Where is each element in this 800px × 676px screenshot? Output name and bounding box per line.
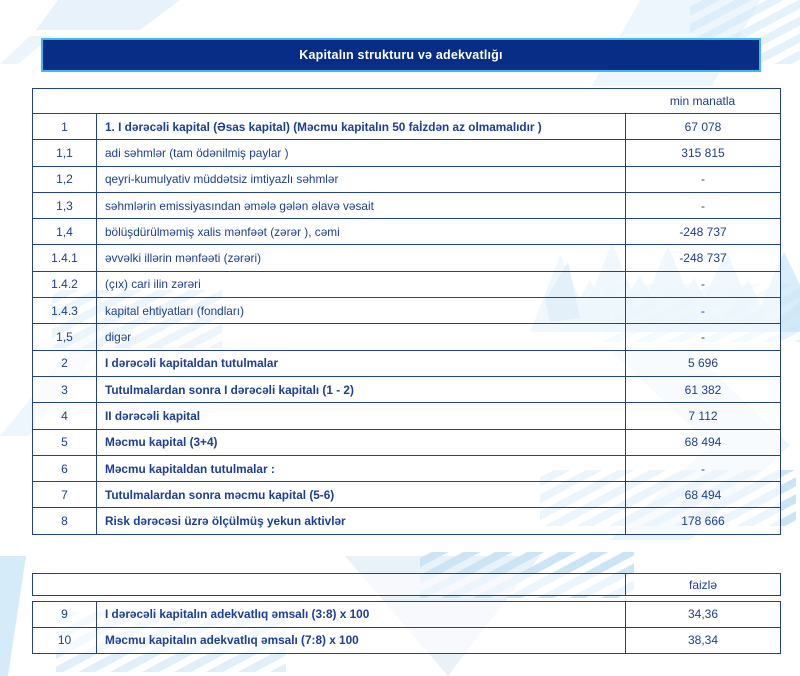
table-row: 1.4.1 əvvəlki illərin mənfəəti (zərəri) … [33, 244, 780, 271]
row-value-cell: 34,36 [625, 602, 780, 627]
row-value-cell: - [625, 455, 780, 482]
row-number-cell: 1 [33, 114, 97, 140]
row-number-cell: 2 [33, 350, 97, 376]
row-value-cell: -248 737 [625, 219, 780, 245]
table-row: 1 1. I dərəcəli kapital (Əsas kapital) (… [33, 113, 780, 140]
row-number-cell: 1,2 [33, 166, 97, 192]
row-label-cell: digər [105, 330, 132, 345]
row-number-cell: 1,4 [33, 219, 97, 245]
title-banner: Kapitalın strukturu və adekvatlığı [41, 38, 761, 72]
row-number-cell: 1,5 [33, 324, 97, 350]
row-value-cell: 68 494 [625, 482, 780, 508]
row-number-cell: 5 [33, 429, 97, 455]
row-number-cell: 1,1 [33, 140, 97, 166]
row-number-cell: 10 [33, 627, 97, 653]
row-label-cell: Tutulmalardan sonra I dərəcəli kapitalı … [105, 382, 354, 397]
row-value-cell: -248 737 [625, 245, 780, 271]
row-value-cell: 7 112 [625, 403, 780, 429]
row-label-cell: qeyri-kumulyativ müddətsiz imtiyazlı səh… [105, 172, 339, 187]
table-row: 8 Risk dərəcəsi üzrə ölçülmüş yekun akti… [33, 507, 780, 534]
row-label-cell: I dərəcəli kapitalın adekvatlıq əmsalı (… [105, 607, 370, 622]
row-number-cell: 1.4.1 [33, 245, 97, 271]
table-row: 2 I dərəcəli kapitaldan tutulmalar 5 696 [33, 349, 780, 376]
table-row: 9 I dərəcəli kapitalın adekvatlıq əmsalı… [33, 602, 780, 627]
row-label-cell: Məcmu kapitaldan tutulmalar : [105, 461, 275, 476]
capital-table-main: min manatla 1 1. I dərəcəli kapital (Əsa… [32, 88, 781, 535]
table-row: 1.4.3 kapital ehtiyatları (fondları) - [33, 297, 780, 324]
row-value-cell: - [625, 298, 780, 324]
rows-percent: 9 I dərəcəli kapitalın adekvatlıq əmsalı… [33, 602, 780, 653]
row-label-cell: I dərəcəli kapitaldan tutulmalar [105, 356, 279, 371]
row-value-cell: 67 078 [625, 114, 780, 140]
row-number-cell: 1.4.2 [33, 271, 97, 298]
unit-label-money: min manatla [669, 94, 736, 108]
row-number-cell: 4 [33, 403, 97, 429]
table-row: 6 Məcmu kapitaldan tutulmalar : - [33, 454, 780, 482]
row-value-cell: - [625, 324, 780, 350]
table-row: 1,3 səhmlərin emissiyasından əmələ gələn… [33, 191, 780, 219]
rows-main: 1 1. I dərəcəli kapital (Əsas kapital) (… [33, 113, 780, 534]
table-row: 1,5 digər - [33, 323, 780, 350]
table-row: 10 Məcmu kapitalın adekvatlıq əmsalı (7:… [33, 626, 780, 653]
table-row: 3 Tutulmalardan sonra I dərəcəli kapital… [33, 375, 780, 403]
unit-row-money: min manatla [33, 89, 780, 113]
row-number-cell: 8 [33, 508, 97, 534]
row-label-cell: II dərəcəli kapital [105, 408, 201, 423]
row-label-cell: Məcmu kapital (3+4) [105, 435, 218, 450]
row-value-cell: 5 696 [625, 350, 780, 376]
row-label-cell: 1. I dərəcəli kapital (Əsas kapital) (Mə… [105, 119, 542, 134]
table-row: 1,4 bölüşdürülməmiş xalis mənfəət (zərər… [33, 218, 780, 245]
table-row: 5 Məcmu kapital (3+4) 68 494 [33, 428, 780, 455]
row-value-cell: 38,34 [625, 627, 780, 653]
table-row: 1,1 adi səhmlər (tam ödənilmiş paylar ) … [33, 139, 780, 166]
row-value-cell: 68 494 [625, 429, 780, 455]
row-number-cell: 6 [33, 455, 97, 482]
row-number-cell: 1.4.3 [33, 298, 97, 324]
table-row: 1.4.2 (çıx) cari ilin zərəri - [33, 270, 780, 298]
table-row: 4 II dərəcəli kapital 7 112 [33, 402, 780, 429]
unit-label-percent: faizlə [625, 574, 780, 595]
row-value-cell: - [625, 271, 780, 298]
row-value-cell: - [625, 166, 780, 192]
row-label-cell: əvvəlki illərin mənfəəti (zərəri) [105, 251, 262, 266]
row-label-cell: bölüşdürülməmiş xalis mənfəət (zərər ), … [105, 224, 340, 239]
table-row: 7 Tutulmalardan sonra məcmu kapital (5-6… [33, 481, 780, 508]
page-title: Kapitalın strukturu və adekvatlığı [299, 48, 503, 62]
capital-table-percent: 9 I dərəcəli kapitalın adekvatlıq əmsalı… [32, 601, 781, 654]
row-number-cell: 9 [33, 602, 97, 627]
table-row: 1,2 qeyri-kumulyativ müddətsiz imtiyazlı… [33, 165, 780, 192]
row-label-cell: kapital ehtiyatları (fondları) [105, 303, 245, 318]
row-value-cell: 178 666 [625, 508, 780, 534]
row-label-cell: Risk dərəcəsi üzrə ölçülmüş yekun aktivl… [105, 514, 346, 529]
row-number-cell: 7 [33, 482, 97, 508]
row-value-cell: 61 382 [625, 376, 780, 403]
row-value-cell: - [625, 192, 780, 219]
row-number-cell: 1,3 [33, 192, 97, 219]
row-label-cell: səhmlərin emissiyasından əmələ gələn əla… [105, 198, 374, 213]
row-label-cell: Məcmu kapitalın adekvatlıq əmsalı (7:8) … [105, 633, 359, 648]
unit-strip-percent: faizlə [32, 573, 781, 596]
row-label-cell: (çıx) cari ilin zərəri [105, 277, 201, 292]
row-label-cell: Tutulmalardan sonra məcmu kapital (5-6) [105, 487, 335, 502]
row-number-cell: 3 [33, 376, 97, 403]
row-label-cell: adi səhmlər (tam ödənilmiş paylar ) [105, 145, 289, 160]
unit-row-percent: faizlə [33, 574, 780, 595]
row-value-cell: 315 815 [625, 140, 780, 166]
